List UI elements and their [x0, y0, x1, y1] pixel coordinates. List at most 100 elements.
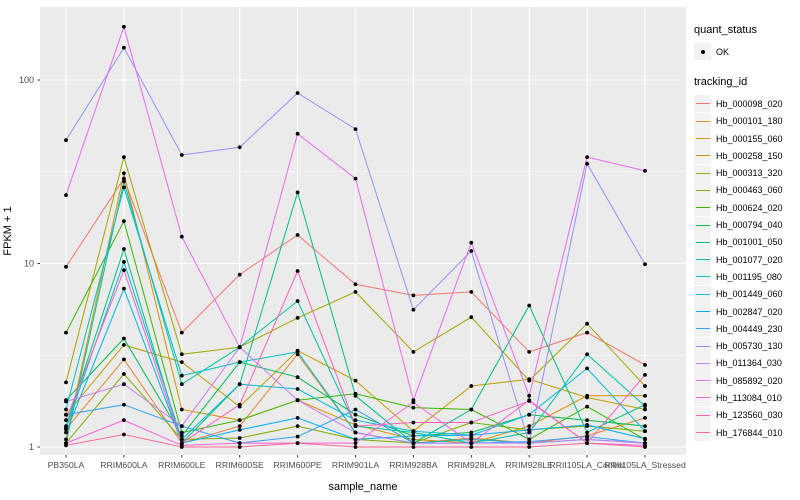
legend-item-label: Hb_113084_010	[716, 392, 782, 403]
data-point-Hb_005730_130	[64, 138, 68, 143]
legend-line-swatch	[695, 224, 710, 226]
data-point-Hb_001001_050	[122, 247, 126, 251]
data-point-Hb_000098_020	[179, 330, 184, 335]
data-point-Hb_000313_320	[353, 290, 358, 294]
point-marker-icon	[700, 49, 705, 54]
x-tick-label-PB350LA: PB350LA	[48, 460, 85, 470]
legend-line-swatch	[695, 432, 710, 434]
data-point-Hb_000155_060	[64, 437, 68, 442]
legend-item-label: Hb_000624_020	[716, 202, 783, 213]
legend-item-Hb_001077_020: Hb_001077_020	[694, 251, 800, 269]
y-axis-title: FPKM + 1	[2, 206, 14, 256]
data-point-Hb_000313_320	[295, 316, 300, 320]
legend-line-swatch	[695, 380, 710, 382]
data-point-Hb_001195_080	[469, 437, 474, 442]
legend-item-label: Hb_123560_030	[716, 410, 783, 421]
legend-line-swatch	[695, 241, 710, 243]
legend-line-swatch	[695, 189, 710, 191]
data-point-Hb_085892_020	[643, 168, 647, 173]
legend-item-Hb_000155_060: Hb_000155_060	[694, 130, 800, 148]
x-tick-label-RRIM600LA: RRIM600LA	[100, 460, 148, 470]
legend-item-label: Hb_002847_020	[716, 306, 783, 317]
x-tick-label-RRIM928LE: RRIM928LE	[506, 460, 554, 470]
data-point-Hb_000794_040	[643, 424, 647, 428]
data-point-Hb_001449_060	[353, 418, 358, 423]
data-point-Hb_000624_020	[585, 404, 589, 409]
legend-key-box	[694, 112, 711, 130]
legend: quant_status OK tracking_id Hb_000098_02…	[694, 24, 800, 442]
legend-item-label: Hb_001077_020	[716, 254, 783, 265]
data-point-Hb_176844_010	[643, 445, 647, 449]
legend-item-label: Hb_001195_080	[716, 271, 782, 282]
legend-item-Hb_123560_030: Hb_123560_030	[694, 406, 800, 424]
data-point-Hb_001001_050	[585, 430, 589, 435]
data-point-Hb_113084_010	[353, 441, 358, 445]
legend-item-Hb_001001_050: Hb_001001_050	[694, 233, 800, 251]
data-point-Hb_000794_040	[295, 375, 300, 380]
data-point-Hb_000624_020	[122, 219, 126, 224]
data-point-Hb_000098_020	[527, 350, 532, 354]
legend-key-box	[694, 216, 711, 234]
legend-key-box	[694, 268, 711, 286]
data-point-Hb_176844_010	[469, 445, 474, 449]
data-point-Hb_001077_020	[122, 179, 126, 184]
legend-key-box	[694, 95, 711, 113]
data-point-Hb_176844_010	[353, 445, 358, 449]
data-point-Hb_001449_060	[295, 387, 300, 391]
data-point-Hb_011364_030	[122, 382, 126, 387]
data-point-Hb_000794_040	[122, 336, 126, 341]
data-point-Hb_085892_020	[527, 393, 532, 398]
legend-line-swatch	[695, 120, 710, 122]
legend-item-label: Hb_000463_060	[716, 185, 783, 196]
data-point-Hb_000624_020	[64, 330, 68, 335]
legend-key-box	[694, 354, 711, 372]
data-point-Hb_004449_230	[64, 412, 68, 417]
legend-item-label: Hb_085892_020	[716, 375, 783, 386]
legend-line-swatch	[695, 276, 710, 278]
data-point-Hb_123560_030	[643, 373, 647, 377]
data-point-Hb_000463_060	[237, 436, 242, 440]
legend-line-swatch	[695, 155, 710, 157]
legend-item-label: Hb_000155_060	[716, 133, 783, 144]
data-point-Hb_176844_010	[527, 445, 532, 449]
data-point-Hb_002847_020	[237, 428, 242, 432]
data-point-Hb_000463_060	[122, 372, 126, 376]
data-point-Hb_085892_020	[469, 240, 474, 245]
data-point-Hb_000258_150	[179, 360, 184, 364]
data-point-Hb_002847_020	[64, 430, 68, 435]
data-point-Hb_005730_130	[353, 127, 358, 131]
data-point-Hb_002847_020	[527, 428, 532, 432]
data-point-Hb_011364_030	[179, 424, 184, 428]
data-point-Hb_011364_030	[64, 399, 68, 404]
legend-item-Hb_001195_080: Hb_001195_080	[694, 268, 800, 286]
data-point-Hb_000313_320	[122, 155, 126, 160]
data-point-Hb_000098_020	[237, 272, 242, 277]
legend-line-swatch	[695, 259, 710, 261]
x-tick-label-RRII105LA_Control: RRII105LA_Control	[549, 460, 624, 470]
legend-item-Hb_002847_020: Hb_002847_020	[694, 303, 800, 320]
data-point-Hb_000098_020	[353, 282, 358, 287]
data-point-Hb_085892_020	[179, 234, 184, 239]
data-point-Hb_001001_050	[469, 407, 474, 412]
legend-item-label: Hb_011364_030	[716, 358, 782, 369]
data-point-Hb_085892_020	[237, 345, 242, 350]
data-point-Hb_001449_060	[643, 429, 647, 434]
x-tick-label-RRIM600PE: RRIM600PE	[273, 460, 321, 470]
legend-key-box	[694, 406, 711, 424]
data-point-Hb_001195_080	[237, 360, 242, 364]
data-point-Hb_005730_130	[585, 161, 589, 166]
y-tick-label: 1	[29, 442, 34, 452]
legend-item-Hb_005730_130: Hb_005730_130	[694, 337, 800, 355]
data-point-Hb_000155_060	[643, 393, 647, 398]
legend-line-swatch	[695, 138, 710, 140]
data-point-Hb_011364_030	[585, 437, 589, 442]
legend-line-swatch	[695, 172, 710, 174]
data-point-Hb_001449_060	[411, 429, 416, 434]
data-point-Hb_123560_030	[179, 441, 184, 445]
legend-item-Hb_000794_040: Hb_000794_040	[694, 216, 800, 234]
data-point-Hb_000258_150	[469, 384, 474, 388]
data-point-Hb_000155_060	[179, 407, 184, 412]
x-tick-label-RRIM928LA: RRIM928LA	[448, 460, 496, 470]
